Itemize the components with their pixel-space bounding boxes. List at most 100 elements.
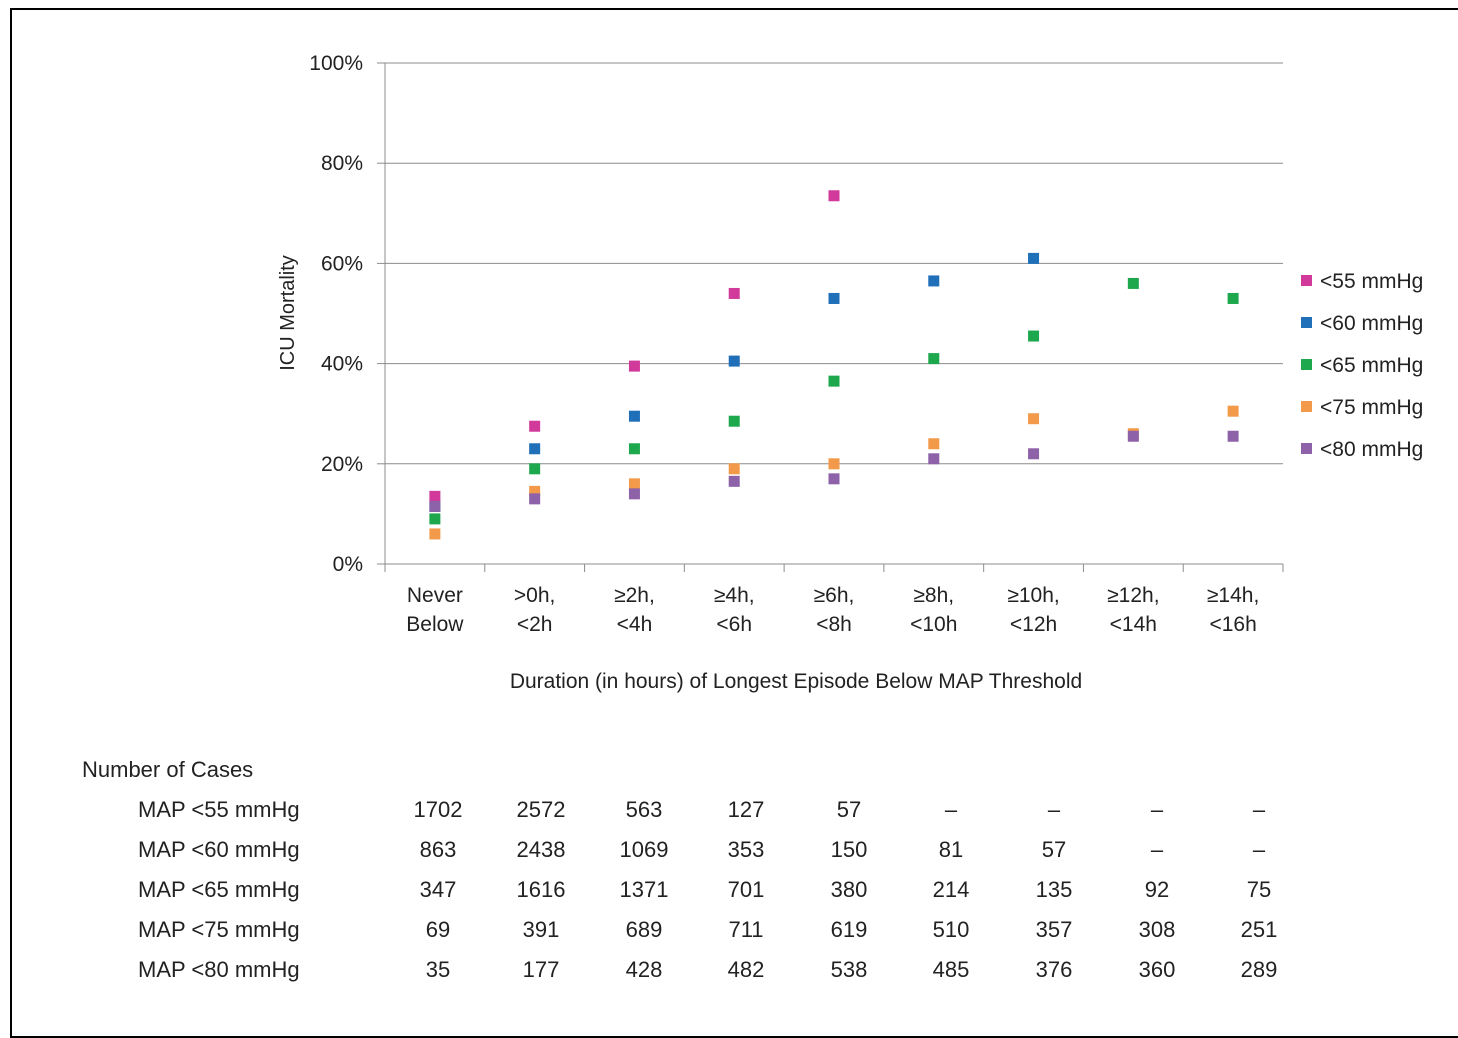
table-cell: 376 (1035, 957, 1073, 982)
table-cell: 214 (932, 877, 970, 902)
data-point (628, 488, 640, 500)
table-row-label: MAP <55 mmHg (138, 797, 300, 822)
y-tick-label: 0% (333, 553, 363, 576)
table-row-label: MAP <60 mmHg (138, 837, 300, 862)
data-point (928, 353, 940, 365)
data-point (529, 485, 541, 497)
table-row-label: MAP <75 mmHg (138, 917, 300, 942)
x-tick-label: ≥12h, <14h (1107, 584, 1159, 636)
legend-swatch (1301, 359, 1312, 370)
data-point (728, 355, 740, 367)
y-axis-label: ICU Mortality (277, 255, 299, 371)
x-tick-label: ≥4h, <6h (714, 584, 755, 636)
table-cell: 251 (1240, 917, 1278, 942)
data-point (628, 410, 640, 422)
table-cell: 482 (727, 957, 765, 982)
legend-label: <80 mmHg (1320, 438, 1423, 461)
legend-swatch (1301, 275, 1312, 286)
table-cell: – (1150, 837, 1164, 862)
data-point (628, 478, 640, 490)
mortality-scatter-chart: 0% 20% 40% 60% 80% 100% Never Below >0h, <2h ≥2h,… (277, 52, 1423, 693)
data-point (429, 513, 441, 525)
table-cell: 135 (1035, 877, 1073, 902)
table-cell: 69 (425, 917, 451, 942)
table-cell: 127 (727, 797, 765, 822)
table-cell: 357 (1035, 917, 1073, 942)
data-point (1227, 292, 1239, 304)
table-cell: 308 (1138, 917, 1176, 942)
table-cell: – (944, 797, 958, 822)
table-cell: 177 (522, 957, 560, 982)
data-point (1227, 430, 1239, 442)
x-tick-label: ≥2h, <4h (614, 584, 655, 636)
data-point (429, 528, 441, 540)
table-cell: 347 (419, 877, 457, 902)
x-tick-label: ≥8h, <10h (910, 584, 957, 636)
table-cell: 35 (425, 957, 451, 982)
data-point (529, 443, 541, 455)
table-cell: 1069 (619, 837, 669, 862)
table-cell: 701 (727, 877, 765, 902)
table-cell: 428 (625, 957, 663, 982)
table-cell: 711 (728, 917, 764, 942)
legend-label: <55 mmHg (1320, 270, 1423, 293)
data-points (429, 190, 1239, 540)
axes (384, 63, 1284, 572)
data-point (928, 275, 940, 287)
x-tick-label: Never Below (406, 584, 464, 636)
legend-label: <65 mmHg (1320, 354, 1423, 377)
table-cell: 150 (830, 837, 868, 862)
x-tick-labels: Never Below >0h, <2h ≥2h, <4h ≥4h, <6h ≥6h, <8h ≥8… (406, 584, 1259, 636)
table-cell: 863 (419, 837, 457, 862)
table-cell: 391 (522, 917, 560, 942)
table-row-label: MAP <65 mmHg (138, 877, 300, 902)
table-cell: 538 (830, 957, 868, 982)
table-cell: 92 (1144, 877, 1170, 902)
table-cell: 360 (1138, 957, 1176, 982)
table-cell: – (1150, 797, 1164, 822)
data-point (529, 493, 541, 505)
y-tick-label: 80% (321, 152, 363, 175)
y-tick-label: 20% (321, 453, 363, 476)
data-point (728, 463, 740, 475)
table-cell: – (1252, 797, 1266, 822)
data-point (429, 490, 441, 502)
data-point (928, 453, 940, 465)
legend-label: <75 mmHg (1320, 396, 1423, 419)
table-row-label: MAP <80 mmHg (138, 957, 300, 982)
table-cell: – (1047, 797, 1061, 822)
table-cell: 57 (836, 797, 862, 822)
data-point (728, 475, 740, 487)
legend-swatch (1301, 317, 1312, 328)
legend-label: <60 mmHg (1320, 312, 1423, 335)
table-cell: 75 (1246, 877, 1272, 902)
x-axis-label: Duration (in hours) of Longest Episode B… (510, 670, 1082, 693)
data-point (728, 415, 740, 427)
table-cell: 353 (727, 837, 765, 862)
table-cell: 380 (830, 877, 868, 902)
table-cell: 1371 (619, 877, 669, 902)
y-tick-labels: 0% 20% 40% 60% 80% 100% (309, 52, 363, 576)
data-point (828, 458, 840, 470)
legend: <55 mmHg <60 mmHg <65 mmHg <75 mmHg <80 mmHg (1301, 270, 1423, 461)
y-tick-label: 40% (321, 353, 363, 376)
data-point (1028, 330, 1040, 342)
table-cell: 689 (625, 917, 663, 942)
data-point (529, 463, 541, 475)
data-point (1227, 405, 1239, 417)
data-point (1028, 413, 1040, 425)
table-cell: 485 (932, 957, 970, 982)
legend-swatch (1301, 401, 1312, 412)
table-cell: 619 (830, 917, 868, 942)
table-cell: 1616 (516, 877, 566, 902)
table-cell: 2438 (516, 837, 566, 862)
table-cell: 81 (938, 837, 964, 862)
data-point (529, 420, 541, 432)
data-point (828, 473, 840, 485)
table-cell: 2572 (516, 797, 566, 822)
table-cell: 1702 (413, 797, 463, 822)
data-point (828, 375, 840, 387)
table-cell: 563 (625, 797, 663, 822)
x-tick-label: >0h, <2h (514, 584, 555, 636)
cases-table-title: Number of Cases (82, 757, 254, 782)
